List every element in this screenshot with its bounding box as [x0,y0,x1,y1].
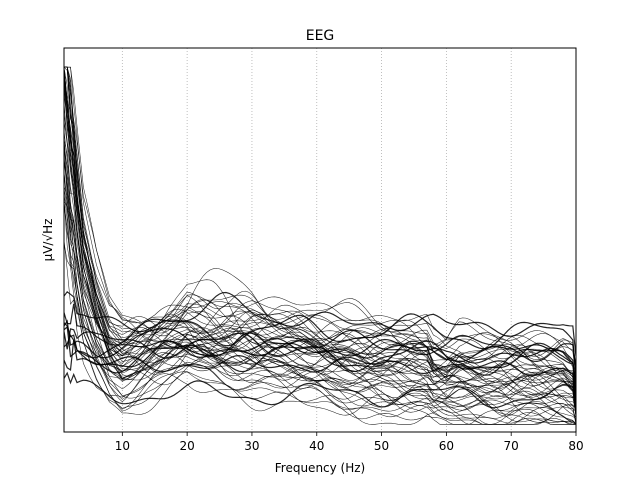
psd-trace [64,66,576,390]
psd-trace [64,204,576,420]
psd-trace [64,74,576,393]
psd-trace [64,66,576,413]
psd-trace [64,290,576,357]
psd-trace [64,334,576,385]
psd-trace [64,193,576,425]
x-tick-label: 40 [309,439,324,453]
x-tick-label: 50 [374,439,389,453]
axes-frame [63,47,577,433]
psd-trace [64,111,576,393]
psd-trace [64,80,576,425]
psd-traces [64,66,576,425]
x-axis-ticks: 10 20 30 40 50 60 70 80 [115,432,584,453]
x-tick-label: 30 [244,439,259,453]
psd-trace [64,66,576,379]
x-tick-label: 70 [504,439,519,453]
psd-trace [64,140,576,400]
psd-trace [64,79,576,406]
psd-trace [64,171,576,416]
psd-trace [64,371,576,409]
psd-trace [64,328,576,369]
psd-trace [64,198,576,405]
x-gridlines [121,48,512,432]
psd-trace [64,239,576,425]
psd-trace [64,160,576,396]
psd-trace [64,145,576,425]
psd-trace [64,138,576,424]
x-tick-label: 20 [179,439,194,453]
x-tick-label: 10 [115,439,130,453]
x-tick-label: 60 [439,439,454,453]
psd-trace [64,66,576,419]
psd-trace [64,80,576,392]
psd-trace [64,75,576,402]
psd-trace [64,69,576,373]
x-axis-label: Frequency (Hz) [275,461,366,475]
chart-title: EEG [306,28,335,44]
y-axis-label: µV/√Hz [41,219,55,262]
psd-trace [64,153,576,402]
x-tick-label: 80 [568,439,583,453]
